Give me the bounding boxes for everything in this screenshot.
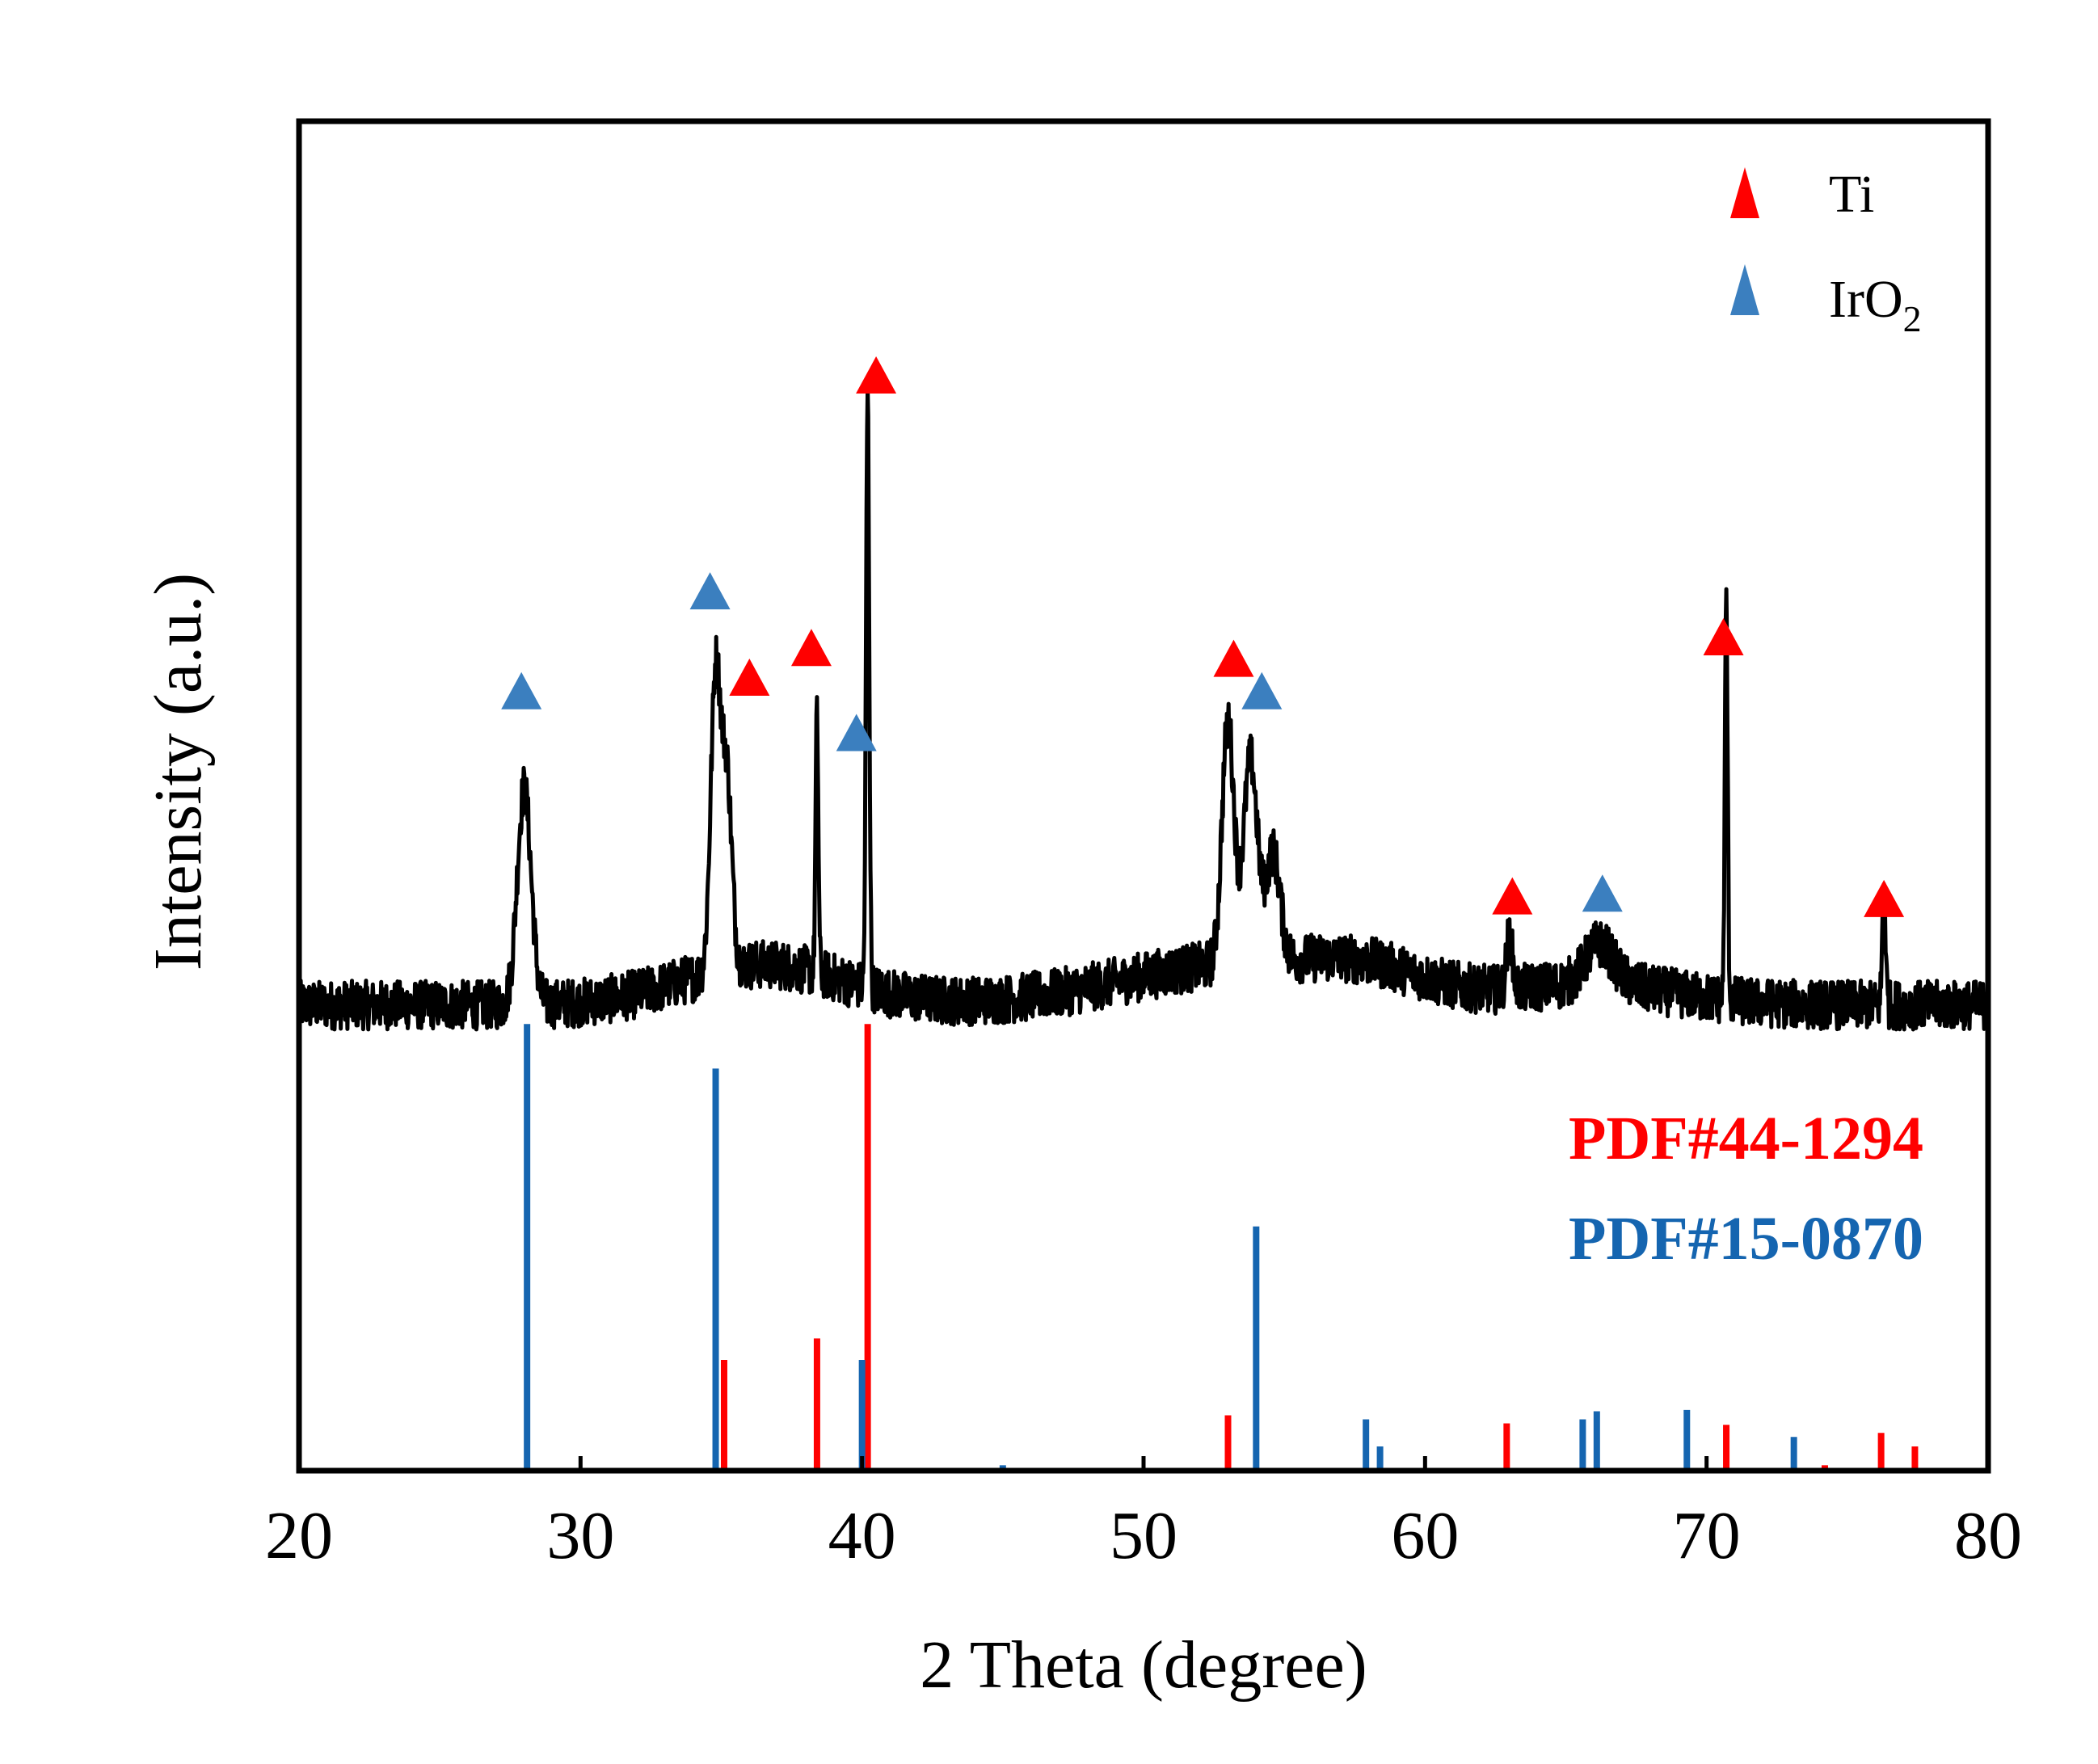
xrd-trace-group bbox=[297, 387, 1991, 1032]
peak-marker-ti-8 bbox=[1492, 877, 1533, 915]
x-tick-label-40: 40 bbox=[828, 1498, 896, 1573]
peak-marker-ti-5 bbox=[856, 356, 897, 394]
ti-triangle-icon bbox=[1730, 167, 1759, 218]
iro2-triangle-icon bbox=[1730, 264, 1759, 315]
legend-label-ti: Ti bbox=[1829, 165, 1874, 224]
peak-marker-ti-3 bbox=[790, 629, 832, 667]
peak-markers bbox=[501, 356, 1905, 917]
peak-marker-iro2-0 bbox=[501, 671, 542, 709]
reference-label-ti: PDF#44-1294 bbox=[1569, 1105, 1923, 1172]
x-tick-label-30: 30 bbox=[546, 1498, 614, 1573]
x-tick-label-70: 70 bbox=[1673, 1498, 1741, 1573]
legend-item-iro2: IrO2 bbox=[1730, 264, 1922, 339]
y-axis-label: Intensity (a.u.) bbox=[141, 573, 216, 970]
x-axis-ticks: 20 30 40 50 60 70 80 bbox=[265, 1456, 2022, 1573]
peak-marker-ti-10 bbox=[1703, 617, 1744, 655]
x-tick-label-50: 50 bbox=[1110, 1498, 1177, 1573]
legend: Ti IrO2 bbox=[1730, 165, 1922, 339]
legend-label-iro2-main: IrO bbox=[1829, 270, 1903, 329]
legend-label-iro2-sub: 2 bbox=[1903, 298, 1922, 339]
x-tick-label-80: 80 bbox=[1954, 1498, 2022, 1573]
peak-marker-iro2-9 bbox=[1582, 874, 1623, 912]
legend-label-iro2: IrO2 bbox=[1829, 270, 1922, 339]
x-tick-label-20: 20 bbox=[265, 1498, 333, 1573]
peak-marker-iro2-7 bbox=[1241, 671, 1283, 709]
peak-marker-iro2-4 bbox=[836, 714, 877, 751]
reference-patterns bbox=[524, 1024, 1919, 1471]
x-axis-label: 2 Theta (degree) bbox=[920, 1627, 1367, 1703]
peak-marker-ti-11 bbox=[1864, 879, 1905, 917]
peak-marker-ti-2 bbox=[729, 659, 770, 697]
peak-marker-ti-6 bbox=[1213, 639, 1254, 677]
peak-marker-iro2-1 bbox=[689, 572, 731, 610]
x-tick-label-60: 60 bbox=[1391, 1498, 1459, 1573]
legend-item-ti: Ti bbox=[1730, 165, 1874, 224]
reference-label-iro2: PDF#15-0870 bbox=[1569, 1205, 1923, 1273]
xrd-trace bbox=[297, 387, 1991, 1032]
